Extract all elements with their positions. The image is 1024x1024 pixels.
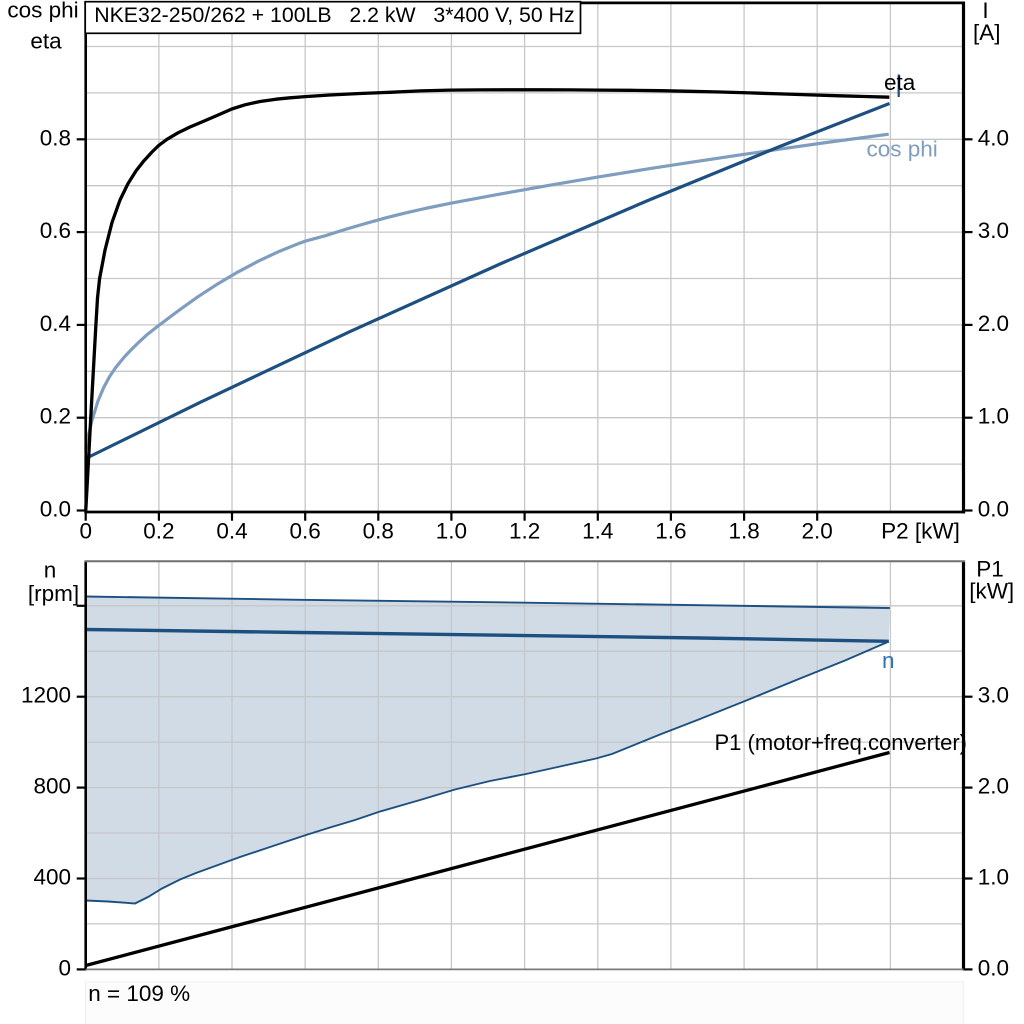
svg-text:0.0: 0.0 <box>40 497 71 522</box>
svg-text:0.8: 0.8 <box>363 519 394 544</box>
svg-text:1.4: 1.4 <box>582 519 613 544</box>
svg-text:P1 (motor+freq.converter): P1 (motor+freq.converter) <box>715 730 967 755</box>
svg-text:P1: P1 <box>976 557 1004 582</box>
svg-text:0.6: 0.6 <box>40 218 71 243</box>
svg-text:1.6: 1.6 <box>655 519 686 544</box>
svg-text:0.0: 0.0 <box>978 497 1009 522</box>
svg-text:cos phi: cos phi <box>867 137 938 162</box>
svg-text:P2 [kW]: P2 [kW] <box>881 519 960 544</box>
svg-text:1.0: 1.0 <box>978 404 1009 429</box>
svg-text:2.0: 2.0 <box>802 519 833 544</box>
svg-text:0.4: 0.4 <box>40 311 71 336</box>
svg-text:cos phi: cos phi <box>7 0 78 23</box>
svg-text:1200: 1200 <box>21 683 71 708</box>
svg-text:1.0: 1.0 <box>978 865 1009 890</box>
svg-text:0: 0 <box>79 519 92 544</box>
svg-text:n = 109 %: n = 109 % <box>88 981 190 1006</box>
svg-text:3.0: 3.0 <box>978 683 1009 708</box>
svg-text:0.8: 0.8 <box>40 125 71 150</box>
svg-text:0: 0 <box>58 955 71 980</box>
svg-text:0.0: 0.0 <box>978 955 1009 980</box>
svg-text:[rpm]: [rpm] <box>28 581 79 606</box>
svg-text:1.8: 1.8 <box>728 519 759 544</box>
svg-text:0.6: 0.6 <box>290 519 321 544</box>
svg-text:2.0: 2.0 <box>978 311 1009 336</box>
svg-text:1.2: 1.2 <box>509 519 540 544</box>
svg-text:0.4: 0.4 <box>216 519 247 544</box>
svg-text:800: 800 <box>33 774 71 799</box>
svg-text:n: n <box>44 558 57 583</box>
svg-text:NKE32-250/262 + 100LB 2.2 kW: NKE32-250/262 + 100LB 2.2 kW 3*400 V, 50… <box>94 3 574 27</box>
svg-text:0.2: 0.2 <box>143 519 174 544</box>
svg-text:[kW]: [kW] <box>969 579 1014 604</box>
svg-text:2.0: 2.0 <box>978 774 1009 799</box>
svg-text:[A]: [A] <box>973 20 1001 45</box>
svg-text:400: 400 <box>33 865 71 890</box>
svg-text:I: I <box>982 0 988 23</box>
svg-text:eta: eta <box>884 70 916 95</box>
svg-text:1.0: 1.0 <box>436 519 467 544</box>
svg-text:4.0: 4.0 <box>978 125 1009 150</box>
svg-text:0.2: 0.2 <box>40 404 71 429</box>
svg-text:eta: eta <box>30 29 62 54</box>
svg-text:n: n <box>882 648 895 673</box>
svg-text:3.0: 3.0 <box>978 218 1009 243</box>
